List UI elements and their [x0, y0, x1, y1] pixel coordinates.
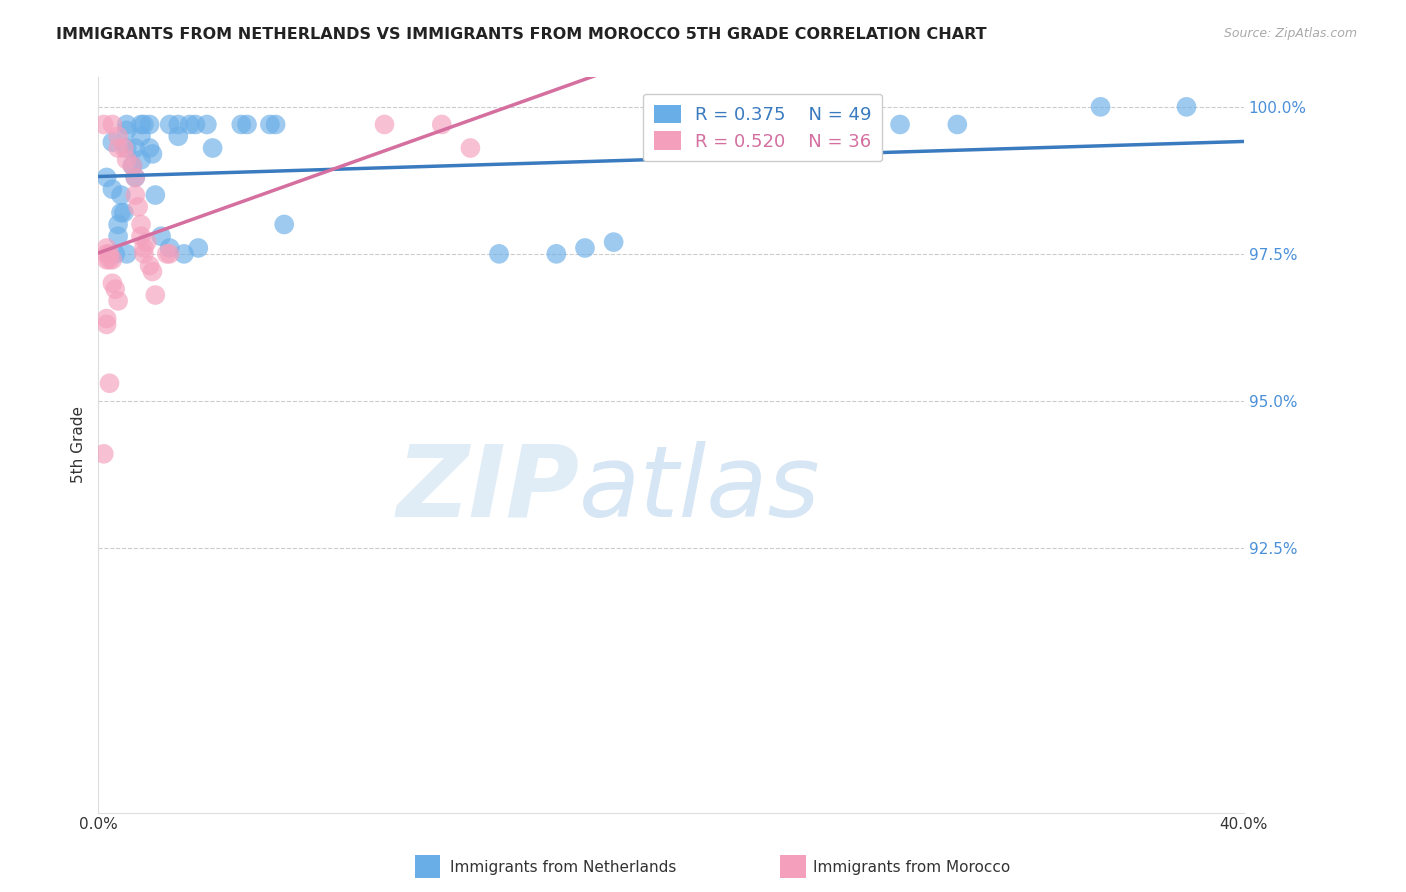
Point — [143, 288, 166, 302]
Point — [273, 218, 295, 232]
Text: ZIP: ZIP — [396, 441, 579, 538]
Point — [264, 118, 287, 132]
Point — [132, 118, 155, 132]
Point — [101, 135, 124, 149]
Point — [104, 247, 127, 261]
Point — [121, 159, 143, 173]
Point — [159, 118, 181, 132]
Point — [1090, 100, 1112, 114]
Point — [115, 118, 138, 132]
Point — [124, 170, 146, 185]
Point — [129, 153, 152, 167]
Point — [107, 218, 129, 232]
Point — [132, 241, 155, 255]
Point — [138, 259, 160, 273]
Point — [135, 235, 157, 249]
Point — [141, 147, 163, 161]
Text: Source: ZipAtlas.com: Source: ZipAtlas.com — [1223, 27, 1357, 40]
Point — [179, 118, 201, 132]
Point — [488, 247, 510, 261]
Point — [184, 118, 207, 132]
Point — [96, 170, 118, 185]
Point — [121, 159, 143, 173]
Point — [101, 252, 124, 267]
Point — [115, 123, 138, 137]
Point — [129, 129, 152, 144]
Point — [98, 247, 121, 261]
Point — [96, 318, 118, 332]
Text: IMMIGRANTS FROM NETHERLANDS VS IMMIGRANTS FROM MOROCCO 5TH GRADE CORRELATION CHA: IMMIGRANTS FROM NETHERLANDS VS IMMIGRANT… — [56, 27, 987, 42]
Point — [124, 170, 146, 185]
Point — [124, 188, 146, 202]
Point — [159, 247, 181, 261]
Point — [124, 141, 146, 155]
Point — [112, 205, 135, 219]
Text: Immigrants from Morocco: Immigrants from Morocco — [813, 860, 1010, 874]
Point — [574, 241, 596, 255]
Point — [132, 247, 155, 261]
Point — [259, 118, 281, 132]
Point — [110, 188, 132, 202]
Point — [187, 241, 209, 255]
Point — [236, 118, 259, 132]
Point — [159, 241, 181, 255]
Point — [115, 141, 138, 155]
Point — [104, 282, 127, 296]
Y-axis label: 5th Grade: 5th Grade — [72, 407, 86, 483]
Point — [115, 153, 138, 167]
Legend: R = 0.375    N = 49, R = 0.520    N = 36: R = 0.375 N = 49, R = 0.520 N = 36 — [643, 94, 883, 161]
Point — [156, 247, 179, 261]
Point — [659, 141, 682, 155]
Point — [107, 229, 129, 244]
Point — [1175, 100, 1198, 114]
Point — [195, 118, 218, 132]
Point — [96, 241, 118, 255]
Point — [460, 141, 482, 155]
Text: Immigrants from Netherlands: Immigrants from Netherlands — [450, 860, 676, 874]
Point — [138, 118, 160, 132]
Point — [96, 311, 118, 326]
Point — [101, 182, 124, 196]
Point — [96, 247, 118, 261]
Point — [115, 247, 138, 261]
Point — [107, 129, 129, 144]
Point — [373, 118, 395, 132]
Point — [141, 264, 163, 278]
Point — [167, 129, 190, 144]
Point — [127, 200, 149, 214]
Point — [96, 252, 118, 267]
Point — [98, 376, 121, 391]
Point — [150, 229, 173, 244]
Point — [98, 252, 121, 267]
Point — [93, 447, 115, 461]
Text: atlas: atlas — [579, 441, 821, 538]
Point — [143, 188, 166, 202]
Point — [546, 247, 568, 261]
Point — [167, 118, 190, 132]
Point — [201, 141, 224, 155]
Point — [107, 293, 129, 308]
Point — [231, 118, 253, 132]
Point — [173, 247, 195, 261]
Point — [129, 229, 152, 244]
Point — [129, 118, 152, 132]
Point — [101, 277, 124, 291]
Point — [138, 141, 160, 155]
Point — [101, 118, 124, 132]
Point — [112, 141, 135, 155]
Point — [946, 118, 969, 132]
Point — [430, 118, 453, 132]
Point — [129, 218, 152, 232]
Point — [110, 205, 132, 219]
Point — [889, 118, 911, 132]
Point — [107, 141, 129, 155]
Point — [602, 235, 624, 249]
Point — [93, 118, 115, 132]
